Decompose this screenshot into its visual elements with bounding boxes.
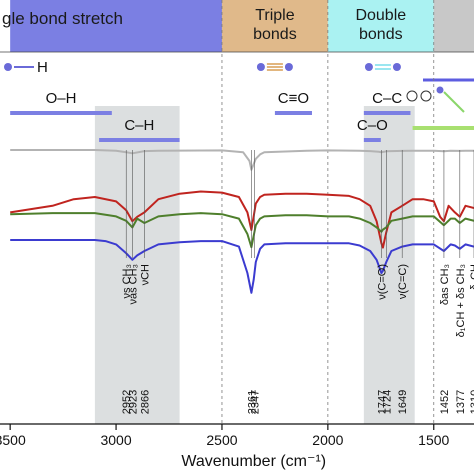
group-label-1: C–H	[124, 117, 154, 134]
shaded-bands	[94, 106, 415, 424]
group-label-4: C–O	[357, 117, 388, 134]
series-line-2	[10, 212, 474, 249]
peak-label-4: 2347	[249, 390, 261, 414]
peak-label-8: 1452	[439, 390, 451, 414]
peak-label-9: 1377	[455, 390, 467, 414]
shaded-band-0	[94, 106, 180, 424]
region-label-2-0: Double	[355, 7, 406, 24]
double-bond-atom	[392, 63, 401, 71]
region-header-1	[221, 0, 328, 52]
peak-label-0: 2952	[121, 390, 133, 414]
double-bond-icon	[364, 63, 373, 71]
bend-in-plane-icon	[406, 90, 418, 102]
series-line-0	[10, 149, 474, 171]
region-label-1-1: bonds	[253, 26, 297, 43]
group-label-3: C–C	[372, 90, 402, 107]
x-tick-label-4: 1500	[418, 432, 449, 448]
triple-bond-atom	[284, 63, 293, 71]
region-label-1-0: Triple	[255, 7, 295, 24]
series-line-1	[10, 190, 474, 249]
region-dividers	[0, 0, 474, 424]
peak-label-2: 2866	[139, 390, 151, 414]
single-bond-icon	[4, 63, 12, 71]
assignment-label-1: νas CH₃	[127, 264, 139, 305]
region-header-2	[327, 0, 434, 52]
peak-label-1: 2923	[127, 390, 139, 414]
region-header-3	[433, 0, 474, 52]
x-ticks: 3500 3000 2500 2000 1500	[0, 424, 450, 448]
group-label-0: O–H	[46, 90, 77, 107]
x-axis-title: Wavenumber (cm⁻¹)	[181, 453, 326, 470]
region-header-0	[10, 0, 222, 52]
peak-label-3: 2361	[246, 390, 258, 414]
assignment-label-5: δas CH₃	[439, 264, 451, 305]
group-label-2: C≡O	[278, 90, 309, 107]
region-label-0: gle bond stretch	[2, 9, 123, 28]
assignment-label-0: νs CH₃	[121, 264, 133, 298]
group-labels: O–H C–H C≡O C–C C–O	[10, 90, 474, 142]
single-bond-icon-label: H	[37, 59, 48, 76]
series-lines	[10, 149, 474, 294]
region-headers: gle bond stretch Triple bonds Double bonds H	[2, 0, 474, 113]
triple-bond-icon	[256, 63, 265, 71]
x-tick-label-3: 2000	[312, 432, 343, 448]
bend-atom-icon	[436, 86, 444, 94]
x-tick-label-0: 3500	[0, 432, 26, 448]
assignment-label-2: νCH	[139, 264, 151, 285]
peak-label-6: 1724	[381, 390, 393, 414]
x-tick-label-1: 3000	[100, 432, 131, 448]
peak-label-5: 1747	[376, 390, 388, 414]
bend-out-plane-icon	[420, 90, 432, 102]
series-line-3	[10, 239, 474, 294]
peak-label-10: 1310	[469, 390, 474, 414]
assignment-label-4: ν(C=C)	[397, 264, 409, 299]
assignment-label-3: ν(C=O)	[376, 264, 388, 300]
x-tick-label-2: 2500	[206, 432, 237, 448]
region-label-2-1: bonds	[359, 26, 403, 43]
assignment-label-6: δ₁CH + δs CH₃	[455, 264, 467, 337]
peak-label-7: 1649	[397, 390, 409, 414]
bend-arm-icon	[443, 91, 465, 113]
assignment-label-7: δ₂CH	[469, 264, 474, 290]
shaded-band-1	[363, 106, 415, 424]
peak-guides	[125, 150, 474, 258]
